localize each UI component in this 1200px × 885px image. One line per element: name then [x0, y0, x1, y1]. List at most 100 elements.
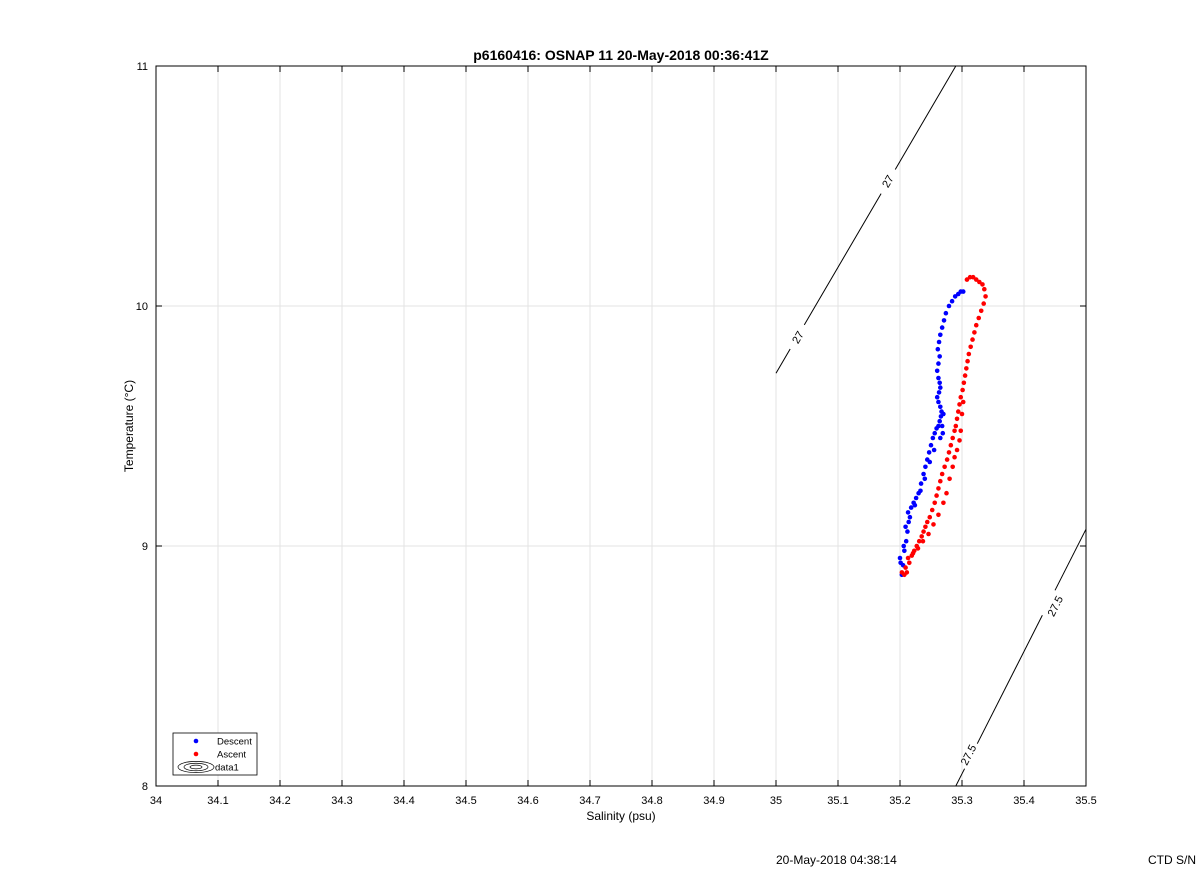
- data-point: [953, 423, 959, 429]
- data-point: [926, 450, 932, 455]
- data-point: [939, 471, 945, 477]
- x-tick-label: 35: [770, 795, 782, 807]
- data-point: [934, 368, 940, 374]
- isopycnal-line: [803, 193, 882, 326]
- data-point: [942, 464, 947, 470]
- legend-label-descent: Descent: [217, 737, 252, 748]
- data-point: [934, 394, 940, 400]
- series-ascent: [899, 274, 988, 578]
- data-point: [904, 570, 910, 575]
- y-axis-label: Temperature (°C): [122, 380, 136, 472]
- data-point: [918, 481, 924, 486]
- data-point: [931, 447, 937, 453]
- x-tick-label: 35.1: [827, 795, 848, 807]
- data-point: [936, 399, 941, 405]
- data-point: [937, 380, 942, 386]
- data-point: [948, 442, 954, 448]
- data-point: [930, 435, 936, 441]
- data-point: [936, 361, 941, 366]
- x-tick-label: 34.7: [579, 795, 600, 807]
- data-point: [962, 373, 968, 378]
- data-point: [929, 507, 935, 513]
- data-point: [939, 325, 945, 330]
- x-tick-label: 34.2: [269, 795, 290, 807]
- data-point: [977, 279, 982, 285]
- data-point: [978, 308, 984, 314]
- data-point: [903, 538, 909, 544]
- data-point: [960, 289, 966, 294]
- data-point: [952, 428, 957, 434]
- footer-timestamp: 20-May-2018 04:38:14: [776, 853, 897, 867]
- data-point: [965, 358, 970, 364]
- data-point: [931, 522, 936, 527]
- data-point: [936, 375, 941, 381]
- data-point: [941, 318, 947, 323]
- data-point: [936, 339, 942, 345]
- data-point: [926, 531, 931, 537]
- data-point: [966, 351, 972, 357]
- data-point: [936, 390, 942, 395]
- isopycnal-label: 27: [790, 329, 807, 346]
- footer-ctd-label: CTD S/N: [1148, 853, 1196, 867]
- isopycnal-line: [955, 768, 966, 787]
- data-point: [981, 301, 986, 306]
- data-point: [938, 332, 943, 338]
- data-point: [927, 459, 933, 465]
- isopycnal-line: [775, 348, 791, 374]
- x-tick-label: 34: [150, 795, 162, 807]
- x-tick-label: 35.2: [889, 795, 910, 807]
- data-point: [947, 476, 952, 482]
- data-point: [954, 447, 960, 453]
- data-point: [968, 344, 973, 350]
- data-point: [946, 303, 952, 309]
- y-tick-label: 8: [142, 781, 148, 793]
- data-point: [961, 380, 967, 386]
- data-point: [936, 486, 941, 491]
- data-points: [897, 274, 988, 578]
- data-point: [941, 411, 946, 417]
- data-point: [943, 310, 949, 316]
- data-point: [946, 450, 952, 455]
- data-point: [954, 416, 960, 422]
- x-tick-label: 34.1: [207, 795, 228, 807]
- data-point: [938, 435, 943, 441]
- data-point: [927, 514, 933, 520]
- data-point: [959, 411, 965, 417]
- data-point: [907, 514, 913, 520]
- data-point: [957, 402, 962, 407]
- data-point: [937, 418, 942, 424]
- data-point: [912, 502, 918, 508]
- data-point: [940, 430, 946, 436]
- data-point: [973, 277, 979, 282]
- data-point: [908, 505, 914, 510]
- legend: Descent Ascent data1: [172, 732, 258, 776]
- data-point: [916, 538, 922, 544]
- plot-border: [155, 65, 1087, 787]
- x-tick-label: 35.5: [1075, 795, 1096, 807]
- isopycnal-label: 27: [880, 173, 897, 190]
- data-point: [944, 490, 949, 496]
- data-point: [924, 519, 930, 525]
- data-point: [936, 423, 941, 429]
- y-tick-label: 11: [137, 61, 148, 73]
- data-point: [922, 476, 928, 482]
- legend-marker-ascent: [193, 751, 199, 757]
- legend-contour-icon: [177, 761, 215, 773]
- data-point: [923, 464, 928, 470]
- data-point: [957, 438, 962, 443]
- data-point: [970, 337, 975, 342]
- isopycnal-line: [894, 65, 957, 170]
- data-point: [935, 346, 941, 352]
- data-point: [921, 471, 926, 477]
- data-point: [980, 282, 985, 287]
- data-point: [932, 430, 938, 436]
- data-point: [960, 387, 965, 393]
- data-point: [958, 394, 964, 400]
- x-axis-label: Salinity (psu): [586, 809, 655, 823]
- series-descent: [897, 289, 966, 578]
- x-tick-label: 34.6: [517, 795, 538, 807]
- data-point: [952, 454, 957, 460]
- data-point: [952, 294, 958, 299]
- data-point: [928, 442, 934, 448]
